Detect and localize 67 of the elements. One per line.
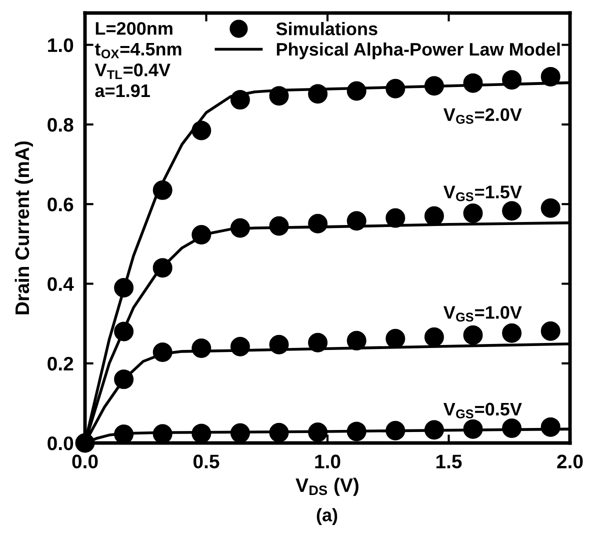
- point: [346, 330, 366, 350]
- point: [463, 419, 483, 439]
- point: [346, 211, 366, 231]
- point: [230, 336, 250, 356]
- legend-label: Simulations: [276, 22, 378, 36]
- point: [192, 338, 212, 358]
- x-tick-label: 1.5: [436, 454, 462, 468]
- point: [502, 70, 522, 90]
- point: [230, 218, 250, 238]
- point: [230, 423, 250, 443]
- y-tick-label: 0.4: [48, 277, 74, 291]
- point: [463, 325, 483, 345]
- text: (a): [316, 508, 338, 526]
- annotation: L=200nm t$_{OX}$=4.5nm V$_{TL}$=0.4V a=1.91: [94, 22, 182, 98]
- point: [386, 420, 406, 440]
- point: [114, 370, 134, 390]
- point: [346, 81, 366, 101]
- point: [540, 66, 560, 86]
- point: [463, 73, 483, 93]
- point: [269, 422, 289, 442]
- point: [269, 216, 289, 236]
- x-tick-label: 1.0: [315, 454, 340, 468]
- x-tick-label: 0.5: [194, 454, 220, 468]
- x-axis-title: V$_{DS}$ (V): [296, 478, 358, 496]
- point: [269, 86, 289, 106]
- point: [230, 90, 250, 110]
- point: [502, 418, 522, 438]
- point: [192, 120, 212, 140]
- point: [308, 84, 328, 104]
- annotation: V$_{GS}$=0.5V: [443, 402, 522, 418]
- point: [114, 278, 134, 298]
- point: [502, 201, 522, 221]
- annotation: V$_{GS}$=2.0V: [443, 108, 522, 124]
- y-tick-label: 0.8: [48, 118, 74, 132]
- point: [308, 214, 328, 234]
- point: [540, 417, 560, 437]
- y-tick-label: 0.2: [48, 356, 74, 371]
- point: [192, 424, 212, 444]
- y-axis-title: Drain Current (mA): [14, 141, 33, 314]
- point: [192, 225, 212, 245]
- point: [424, 420, 444, 440]
- point: [152, 258, 172, 278]
- point: [75, 433, 95, 453]
- point: [463, 204, 483, 224]
- point: [346, 422, 366, 442]
- y-tick-label: 1.0: [48, 38, 74, 52]
- point: [308, 422, 328, 442]
- point: [308, 332, 328, 352]
- point: [386, 328, 406, 348]
- point: [386, 208, 406, 228]
- point: [540, 198, 560, 218]
- x-tick-label: 2.0: [557, 454, 583, 468]
- point: [114, 322, 134, 342]
- point: [152, 342, 172, 362]
- y-tick-label: 0.0: [48, 436, 74, 450]
- point: [540, 321, 560, 341]
- point: [424, 76, 444, 96]
- point: [424, 327, 444, 347]
- legend-label: Physical Alpha-Power Law Model: [276, 42, 560, 60]
- point: [502, 323, 522, 343]
- y-tick-label: 0.6: [48, 198, 74, 212]
- point: [386, 78, 406, 98]
- point: [269, 334, 289, 354]
- annotation: V$_{GS}$=1.5V: [443, 186, 522, 202]
- x-tick-label: 0.0: [72, 454, 98, 468]
- point: [152, 180, 172, 200]
- annotation: V$_{GS}$=1.0V: [443, 306, 522, 322]
